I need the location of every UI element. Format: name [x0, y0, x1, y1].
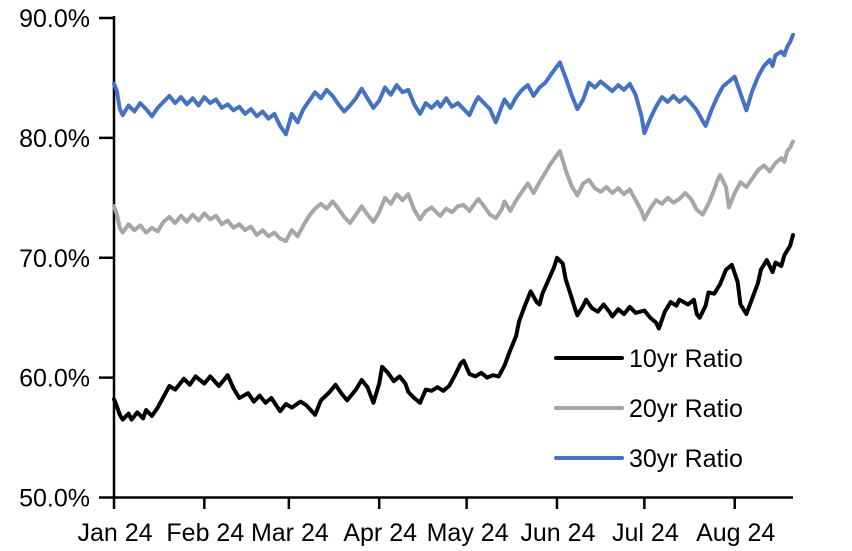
x-tick-label: Jan 24: [77, 519, 152, 547]
y-axis-ticks: [99, 16, 114, 499]
y-tick-label: 70.0%: [19, 245, 90, 273]
x-tick-label: May 24: [427, 519, 509, 547]
legend-label-30yr: 30yr Ratio: [629, 445, 743, 473]
legend: 10yr Ratio 20yr Ratio 30yr Ratio: [554, 345, 743, 473]
y-tick-label: 50.0%: [19, 485, 90, 513]
line-30yr-ratio: [112, 32, 795, 137]
legend-label-10yr: 10yr Ratio: [629, 345, 743, 373]
legend-label-20yr: 20yr Ratio: [629, 395, 743, 423]
axes: [99, 16, 793, 509]
y-tick-label: 60.0%: [19, 365, 90, 393]
x-axis-labels: Jan 24 Feb 24 Mar 24 Apr 24 May 24 Jun 24 Jul …: [77, 519, 775, 547]
x-tick-label: Mar 24: [251, 519, 329, 547]
y-tick-label: 90.0%: [19, 5, 90, 33]
x-axis-ticks: [112, 497, 736, 509]
x-tick-label: Jun 24: [520, 519, 595, 547]
x-tick-label: Aug 24: [696, 519, 775, 547]
x-tick-label: Jul 24: [612, 519, 679, 547]
series-lines: [112, 32, 795, 422]
x-tick-label: Apr 24: [343, 519, 417, 547]
line-20yr-ratio: [112, 139, 795, 243]
line-10yr-ratio: [112, 233, 795, 422]
x-tick-label: Feb 24: [166, 519, 244, 547]
y-tick-label: 80.0%: [19, 125, 90, 153]
y-axis-labels: 90.0% 80.0% 70.0% 60.0% 50.0%: [19, 5, 90, 513]
